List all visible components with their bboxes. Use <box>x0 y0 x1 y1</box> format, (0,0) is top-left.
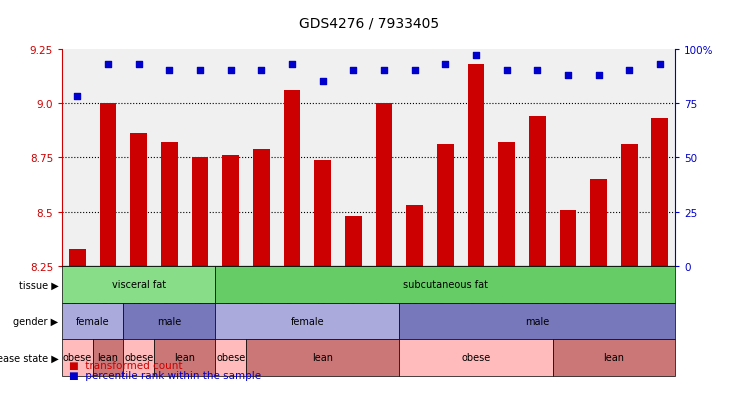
Point <box>593 72 604 79</box>
Text: ■  percentile rank within the sample: ■ percentile rank within the sample <box>69 370 261 380</box>
Point <box>501 68 512 75</box>
Text: lean: lean <box>604 353 624 363</box>
Text: GDS4276 / 7933405: GDS4276 / 7933405 <box>299 17 439 31</box>
Bar <box>253 150 270 266</box>
Point <box>623 68 635 75</box>
Text: obese: obese <box>461 353 491 363</box>
Text: female: female <box>76 316 110 326</box>
Bar <box>191 158 209 266</box>
Bar <box>99 104 117 266</box>
Bar <box>69 249 86 266</box>
Point <box>133 62 145 68</box>
Point <box>194 68 206 75</box>
Text: gender ▶: gender ▶ <box>13 316 58 326</box>
Bar <box>345 216 362 266</box>
Point <box>72 94 83 101</box>
Point <box>102 62 114 68</box>
Point <box>439 62 451 68</box>
Bar <box>161 143 178 266</box>
Point <box>164 68 175 75</box>
Text: obese: obese <box>124 353 153 363</box>
Text: lean: lean <box>174 353 195 363</box>
Text: tissue ▶: tissue ▶ <box>19 280 58 290</box>
Bar <box>406 206 423 266</box>
Bar <box>467 65 485 266</box>
Point <box>531 68 543 75</box>
Text: ■  transformed count: ■ transformed count <box>69 360 182 370</box>
Text: subcutaneous fat: subcutaneous fat <box>403 280 488 290</box>
Point <box>654 62 666 68</box>
Point <box>347 68 359 75</box>
Bar <box>651 119 669 266</box>
Point <box>378 68 390 75</box>
Point <box>225 68 237 75</box>
Point <box>317 79 328 85</box>
Text: lean: lean <box>312 353 333 363</box>
Bar <box>437 145 454 266</box>
Bar <box>375 104 393 266</box>
Text: male: male <box>525 316 550 326</box>
Text: female: female <box>291 316 324 326</box>
Bar <box>559 210 577 266</box>
Text: visceral fat: visceral fat <box>112 280 166 290</box>
Bar <box>620 145 638 266</box>
Point <box>562 72 574 79</box>
Text: obese: obese <box>216 353 245 363</box>
Bar <box>314 160 331 266</box>
Bar <box>590 180 607 266</box>
Text: male: male <box>157 316 182 326</box>
Text: disease state ▶: disease state ▶ <box>0 353 58 363</box>
Point <box>470 53 482 59</box>
Point <box>409 68 420 75</box>
Text: obese: obese <box>63 353 92 363</box>
Bar <box>283 91 301 266</box>
Point <box>255 68 267 75</box>
Point <box>286 62 298 68</box>
Bar <box>222 156 239 266</box>
Text: lean: lean <box>98 353 118 363</box>
Bar <box>529 117 546 266</box>
Bar <box>498 143 515 266</box>
Bar <box>130 134 147 266</box>
